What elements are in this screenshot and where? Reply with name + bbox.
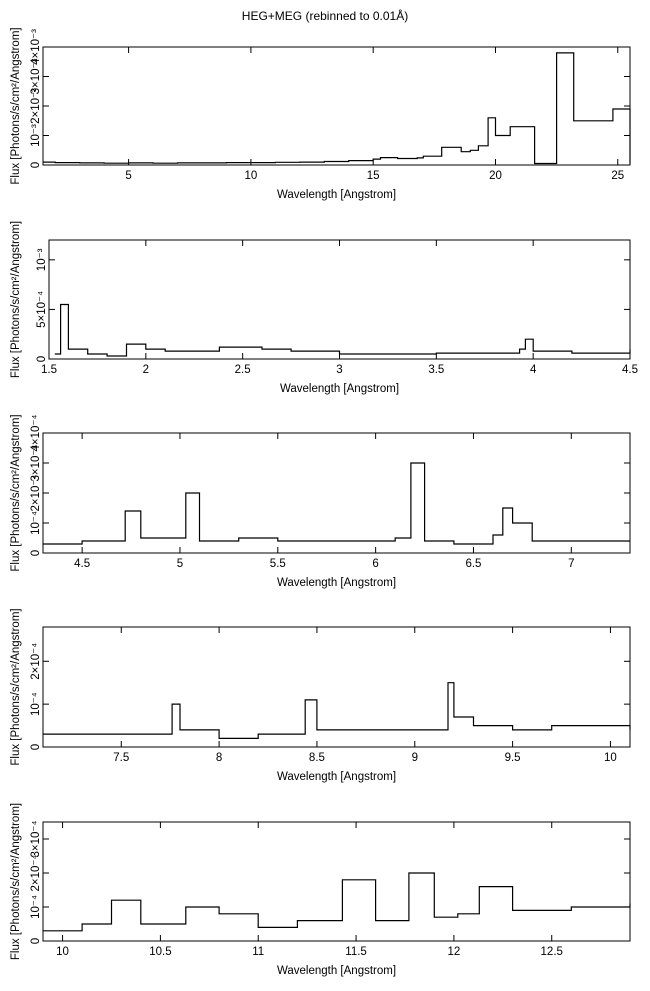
x-tick-label: 8 (216, 752, 222, 764)
x-tick-label: 12.5 (541, 946, 563, 958)
y-tick-label: 5×10⁻⁴ (36, 291, 48, 328)
y-tick-label: 2×10⁻³ (30, 88, 42, 124)
x-tick-label: 15 (367, 170, 380, 182)
y-tick-label: 2×10⁻⁴ (30, 474, 42, 511)
y-tick-label: 0 (30, 744, 42, 750)
x-tick-label: 9.5 (505, 752, 521, 764)
x-axis-label: Wavelength [Angstrom] (277, 965, 396, 977)
spectrum-line-3 (43, 462, 630, 545)
y-tick-label: 10⁻⁴ (30, 511, 42, 535)
plot-frame-4 (42, 626, 631, 748)
x-tick-label: 6.5 (465, 558, 481, 570)
x-tick-label: 4.5 (74, 558, 90, 570)
y-tick-label: 2×10⁻⁴ (30, 643, 42, 680)
x-axis-label: Wavelength [Angstrom] (277, 189, 396, 201)
y-tick-label: 10⁻⁴ (30, 692, 42, 716)
x-tick-label: 5 (177, 558, 183, 570)
y-tick-label: 10⁻⁴ (30, 895, 42, 919)
plot-frame-5 (42, 821, 631, 942)
y-tick-label: 3×10⁻⁴ (30, 444, 42, 481)
y-tick-label: 0 (30, 938, 42, 944)
x-tick-label: 2.5 (235, 364, 251, 376)
x-tick-label: 7 (568, 558, 574, 570)
x-tick-label: 2 (143, 364, 149, 376)
x-tick-label: 12 (448, 946, 461, 958)
x-tick-label: 11 (252, 946, 264, 958)
x-axis-label: Wavelength [Angstrom] (280, 383, 399, 395)
x-tick-label: 4 (530, 364, 537, 376)
figure-title: HEG+MEG (rebinned to 0.01Å) (241, 9, 409, 23)
x-tick-label: 5.5 (270, 558, 286, 570)
x-tick-label: 5 (125, 170, 131, 182)
x-tick-label: 1.5 (41, 364, 57, 376)
plot-frame-3 (42, 432, 631, 554)
x-tick-label: 10 (56, 946, 69, 958)
x-tick-label: 6 (372, 558, 378, 570)
y-axis-label: Flux [Photons/s/cm²/Angstrom] (10, 608, 22, 765)
x-tick-label: 3 (336, 364, 342, 376)
y-axis-label: Flux [Photons/s/cm²/Angstrom] (10, 414, 22, 571)
y-tick-label: 2×10⁻⁴ (30, 854, 42, 891)
spectrum-line-5 (43, 872, 631, 932)
x-tick-label: 11.5 (345, 946, 367, 958)
plot-frame-1 (42, 46, 631, 166)
x-tick-label: 4.5 (622, 364, 638, 376)
x-tick-label: 7.5 (113, 752, 129, 764)
x-tick-label: 25 (611, 170, 624, 182)
spectrum-line-1 (43, 52, 631, 165)
y-axis-label: Flux [Photons/s/cm²/Angstrom] (10, 803, 22, 960)
y-tick-label: 3×10⁻³ (30, 58, 42, 94)
spectrum-line-4 (43, 682, 631, 739)
x-axis-label: Wavelength [Angstrom] (277, 577, 396, 589)
plot-frame-2 (48, 239, 631, 360)
y-tick-label: 0 (36, 356, 48, 362)
x-axis-label: Wavelength [Angstrom] (277, 771, 396, 783)
y-axis-label: Flux [Photons/s/cm²/Angstrom] (10, 221, 22, 378)
x-tick-label: 10 (604, 752, 617, 764)
x-tick-label: 9 (412, 752, 418, 764)
y-tick-label: 0 (30, 162, 42, 168)
y-tick-label: 4×10⁻³ (30, 29, 42, 65)
y-tick-label: 0 (30, 550, 42, 556)
x-tick-label: 20 (489, 170, 502, 182)
x-tick-label: 8.5 (309, 752, 325, 764)
y-axis-label: Flux [Photons/s/cm²/Angstrom] (10, 27, 22, 184)
x-tick-label: 3.5 (428, 364, 444, 376)
spectrum-line-2 (54, 303, 631, 357)
x-tick-label: 10 (244, 170, 257, 182)
y-tick-label: 10⁻³ (36, 248, 48, 271)
y-tick-label: 10⁻³ (30, 124, 42, 147)
y-tick-label: 4×10⁻⁴ (30, 414, 42, 451)
x-tick-label: 10.5 (149, 946, 171, 958)
y-tick-label: 3×10⁻⁴ (30, 820, 42, 857)
